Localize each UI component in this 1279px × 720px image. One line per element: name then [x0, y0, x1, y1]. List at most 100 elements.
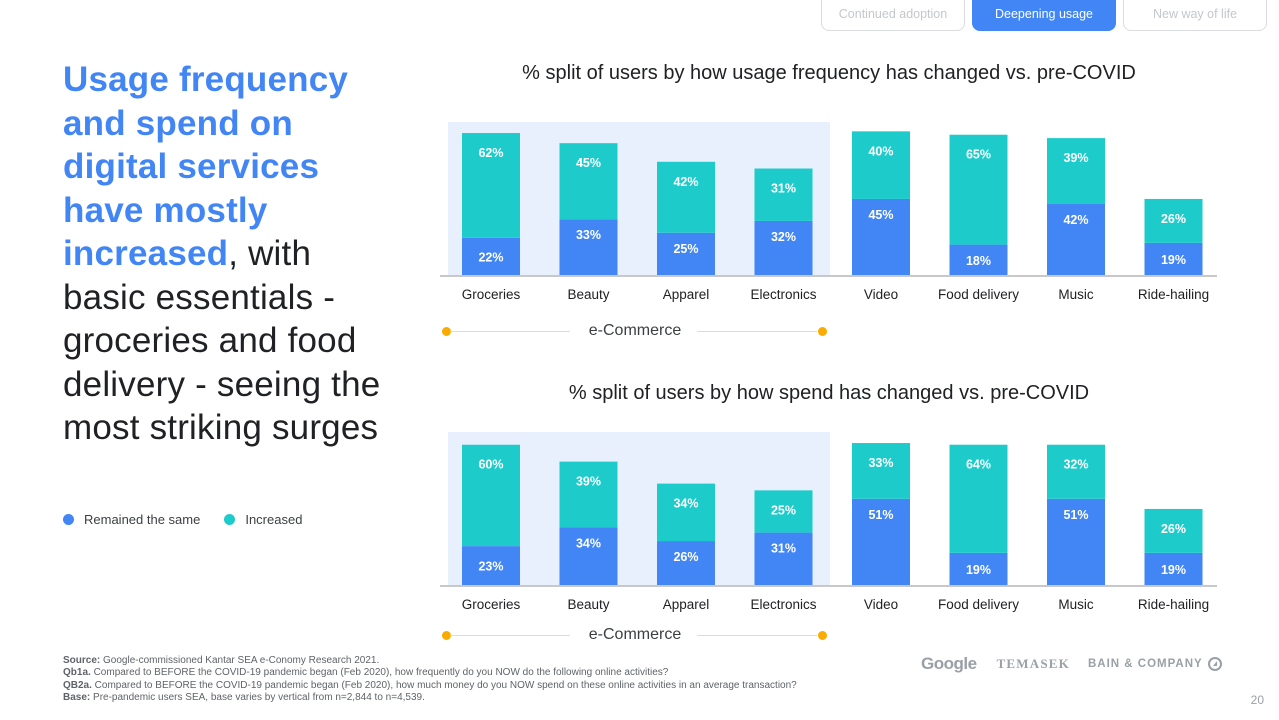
- data-label-increased: 32%: [1063, 458, 1088, 472]
- data-label-remained: 19%: [1161, 253, 1186, 267]
- bar-remained: [462, 546, 520, 585]
- bar-remained: [462, 237, 520, 275]
- x-tick-label: Apparel: [663, 597, 710, 612]
- group-end-dot-icon: [818, 631, 827, 640]
- data-label-remained: 23%: [478, 560, 503, 574]
- group-start-dot-icon: [442, 631, 451, 640]
- data-label-increased: 62%: [478, 146, 503, 160]
- data-label-remained: 19%: [1161, 563, 1186, 577]
- legend-label-increased: Increased: [245, 512, 303, 527]
- bar-group-beauty: 33% 45% Beauty: [559, 143, 618, 302]
- headline-rest: , with basic essentials - groceries and …: [63, 234, 381, 447]
- group-line-right: [697, 635, 817, 636]
- legend-dot-remained-icon: [63, 514, 74, 525]
- footnote-base: Base: Pre-pandemic users SEA, base varie…: [63, 691, 425, 703]
- x-tick-label: Apparel: [663, 287, 710, 302]
- bar-group-video: 51% 33% Video: [852, 443, 910, 612]
- x-tick-label: Music: [1058, 287, 1094, 302]
- data-label-increased: 34%: [673, 497, 698, 511]
- data-label-remained: 19%: [966, 563, 991, 577]
- bar-remained: [852, 198, 910, 275]
- data-label-increased: 26%: [1161, 522, 1186, 536]
- data-label-remained: 51%: [868, 508, 893, 522]
- bar-group-groceries: 23% 60% Groceries: [462, 444, 521, 612]
- legend-dot-increased-icon: [224, 514, 236, 525]
- bar-increased: [852, 443, 910, 499]
- data-label-remained: 34%: [576, 537, 601, 551]
- footnote-qb1a: Qb1a. Compared to BEFORE the COVID-19 pa…: [63, 667, 669, 679]
- bar-group-ride-hailing: 19% 26% Ride-hailing: [1138, 198, 1209, 302]
- footnotes: Source: Google-commissioned Kantar SEA e…: [63, 655, 797, 704]
- x-tick-label: Beauty: [567, 287, 609, 302]
- bar-group-video: 45% 40% Video: [852, 131, 910, 302]
- data-label-remained: 33%: [576, 228, 601, 242]
- data-label-increased: 45%: [576, 156, 601, 170]
- bar-group-groceries: 22% 62% Groceries: [462, 133, 521, 302]
- headline: Usage frequency and spend on digital ser…: [63, 58, 383, 450]
- group-line-left: [450, 331, 570, 332]
- chart-title-spend: % split of users by how spend has change…: [568, 382, 1090, 404]
- footnote-qb2a: QB2a. Compared to BEFORE the COVID-19 pa…: [63, 679, 797, 691]
- data-label-increased: 25%: [771, 503, 796, 517]
- bar-group-music: 42% 39% Music: [1047, 138, 1105, 302]
- x-tick-label: Food delivery: [938, 597, 1019, 612]
- data-label-increased: 42%: [673, 175, 698, 189]
- group-line-right: [697, 331, 817, 332]
- bar-remained: [1144, 552, 1203, 585]
- group-start-dot-icon: [442, 327, 451, 336]
- data-label-increased: 60%: [478, 458, 503, 472]
- data-label-remained: 31%: [771, 542, 796, 556]
- group-label: e-Commerce: [588, 322, 682, 339]
- bar-group-ride-hailing: 19% 26% Ride-hailing: [1138, 508, 1209, 612]
- bar-group-apparel: 25% 42% Apparel: [657, 161, 715, 302]
- tab-deepening-usage[interactable]: Deepening usage: [972, 0, 1116, 31]
- footnote-source: Source: Google-commissioned Kantar SEA e…: [63, 655, 380, 666]
- chart-title-frequency: % split of users by how usage frequency …: [522, 62, 1136, 84]
- x-tick-label: Video: [864, 597, 898, 612]
- bar-increased: [1047, 138, 1105, 205]
- bain-ring-icon: [1207, 657, 1222, 671]
- bar-remained: [1047, 498, 1105, 585]
- bar-group-beauty: 34% 39% Beauty: [559, 461, 618, 612]
- bar-increased: [657, 483, 715, 542]
- data-label-increased: 31%: [771, 182, 796, 196]
- bar-increased: [754, 490, 813, 533]
- data-label-increased: 26%: [1161, 212, 1186, 226]
- page-number: 20: [1250, 693, 1264, 707]
- chart-frequency: 22% 62% Groceries 33% 45% Beauty 25% 42% Apparel…: [440, 122, 1217, 302]
- data-label-increased: 39%: [1063, 151, 1088, 165]
- bar-increased: [1047, 444, 1105, 499]
- data-label-increased: 33%: [868, 456, 893, 470]
- ecommerce-group-marker-2: e-Commerce: [440, 626, 830, 646]
- data-label-increased: 64%: [966, 458, 991, 472]
- bar-group-apparel: 26% 34% Apparel: [657, 483, 715, 612]
- legend-item-remained: Remained the same: [63, 512, 200, 527]
- legend-item-increased: Increased: [224, 512, 302, 527]
- section-tabs: Continued adoption Deepening usage New w…: [821, 0, 1267, 31]
- x-tick-label: Groceries: [462, 287, 521, 302]
- google-logo: Google: [921, 654, 977, 673]
- bar-group-music: 51% 32% Music: [1047, 444, 1105, 612]
- x-tick-label: Food delivery: [938, 287, 1019, 302]
- temasek-logo: TEMASEK: [996, 656, 1070, 671]
- bar-remained: [559, 219, 618, 275]
- bar-remained: [657, 541, 715, 585]
- bar-increased: [1144, 198, 1203, 243]
- x-tick-label: Electronics: [750, 287, 816, 302]
- data-label-remained: 25%: [673, 242, 698, 256]
- x-tick-label: Groceries: [462, 597, 521, 612]
- tab-new-way-of-life[interactable]: New way of life: [1123, 0, 1267, 31]
- bar-increased: [657, 161, 715, 233]
- bar-increased: [949, 134, 1008, 245]
- bar-increased: [949, 444, 1008, 553]
- x-tick-label: Video: [864, 287, 898, 302]
- data-label-increased: 40%: [868, 144, 893, 158]
- data-label-increased: 65%: [966, 148, 991, 162]
- bar-remained: [657, 232, 715, 275]
- bar-remained: [949, 552, 1008, 585]
- bar-remained: [1144, 242, 1203, 275]
- data-label-remained: 26%: [673, 550, 698, 564]
- bar-increased: [559, 143, 618, 220]
- x-tick-label: Music: [1058, 597, 1094, 612]
- tab-continued-adoption[interactable]: Continued adoption: [821, 0, 965, 31]
